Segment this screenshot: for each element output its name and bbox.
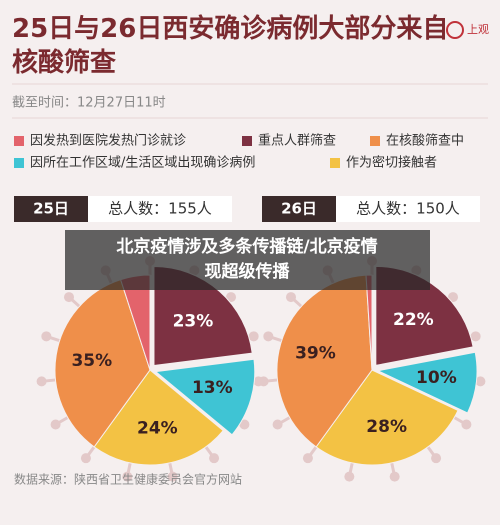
source: 数据来源：陕西省卫生健康委员会官方网站 <box>14 472 242 487</box>
pie-slice <box>93 369 224 466</box>
spike-tip <box>302 453 313 464</box>
spike-tip <box>80 453 91 464</box>
slice-label: 28% <box>366 417 407 437</box>
spike-tip <box>431 453 442 464</box>
spike-tip <box>285 292 296 303</box>
spike-tip <box>41 331 52 342</box>
legend-swatch <box>14 158 24 168</box>
spike-tip <box>122 471 133 482</box>
pie-slice <box>154 358 256 436</box>
slice-label: 10% <box>416 368 457 388</box>
legend-label: 在核酸筛查中 <box>386 134 464 149</box>
spike-tip <box>50 419 61 430</box>
spike-tip <box>248 331 259 342</box>
spike-tip <box>263 331 274 342</box>
legend-swatch <box>14 136 24 146</box>
legend-label: 因发热到医院发热门诊就诊 <box>30 133 186 149</box>
spike-tip <box>389 471 400 482</box>
banner-line: 北京疫情涉及多条传播链/北京疫情 <box>116 236 377 257</box>
header-total-box <box>336 196 480 222</box>
header-total: 总人数：155人 <box>108 200 212 218</box>
legend-swatch <box>370 136 380 146</box>
header-day: 25日 <box>33 200 69 218</box>
spike-tip <box>470 331 481 342</box>
spike-tip <box>167 471 178 482</box>
header-total: 总人数：150人 <box>356 200 460 218</box>
slice-label: 22% <box>393 310 434 330</box>
spike-tip <box>209 453 220 464</box>
slice-label: 35% <box>71 351 112 371</box>
slice-label: 24% <box>137 418 178 438</box>
legend-swatch <box>242 136 252 146</box>
spike-tip <box>475 376 486 387</box>
header-total-box <box>88 196 232 222</box>
header-day-box <box>14 196 88 222</box>
pie-slice <box>376 351 478 414</box>
spike-tip <box>63 292 74 303</box>
slice-label: 23% <box>173 311 214 331</box>
slice-label: 13% <box>192 378 233 398</box>
spike-tip <box>344 471 355 482</box>
subtitle: 截至时间：12月27日11时 <box>12 96 166 111</box>
title: 25日与26日西安确诊病例大部分来自核酸筛查 <box>12 14 449 78</box>
logo-icon <box>446 21 464 39</box>
legend-label: 重点人群筛查 <box>258 133 336 149</box>
legend-label: 作为密切接触者 <box>346 155 437 171</box>
spike-tip <box>258 376 269 387</box>
banner-line: 现超级传播 <box>205 261 291 282</box>
header-day: 26日 <box>281 200 317 218</box>
header-day-box <box>262 196 336 222</box>
spike-tip <box>272 419 283 430</box>
legend-swatch <box>330 158 340 168</box>
spike-tip <box>239 419 250 430</box>
pie-slice <box>315 369 459 466</box>
spike-tip <box>36 376 47 387</box>
logo: 上观 <box>467 23 489 36</box>
spike-tip <box>461 419 472 430</box>
banner-box <box>65 230 430 290</box>
slice-label: 39% <box>295 344 336 364</box>
legend-label: 因所在工作区域/生活区域出现确诊病例 <box>30 156 255 171</box>
